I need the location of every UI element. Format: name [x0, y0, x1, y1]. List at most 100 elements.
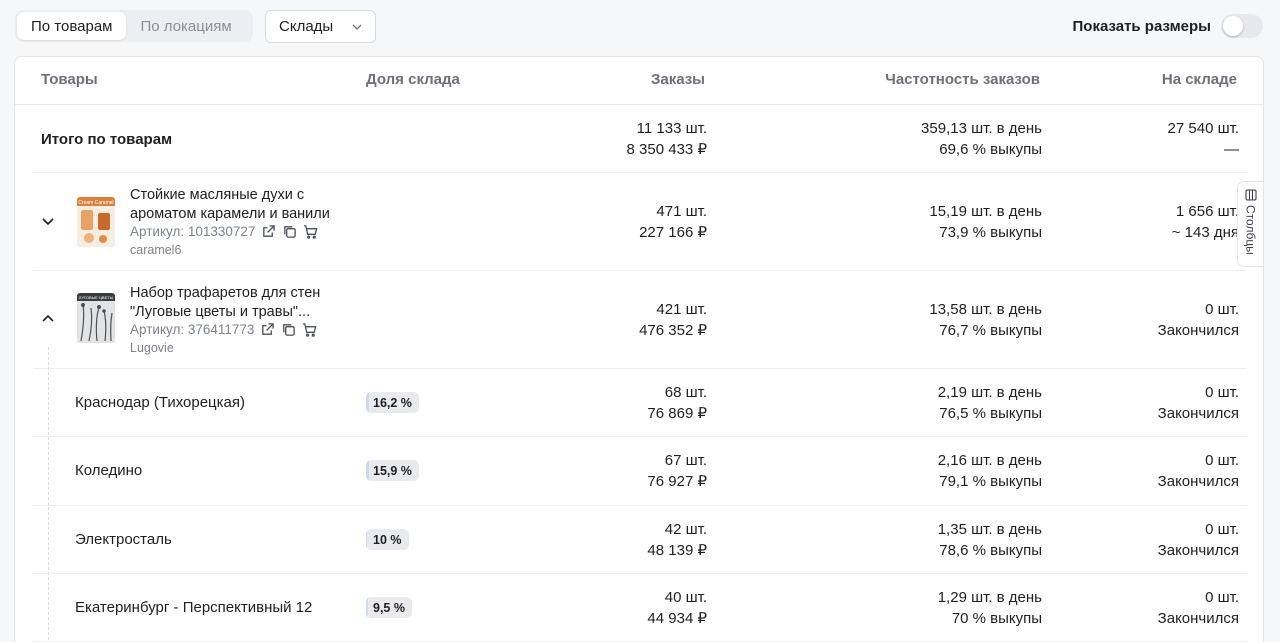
- orders-sum: 76 869 ₽: [647, 405, 707, 422]
- header-orders[interactable]: Заказы: [650, 71, 705, 88]
- toggle-knob: [1223, 16, 1243, 36]
- warehouse-orders: 68 шт. 76 869 ₽: [647, 382, 707, 424]
- buyout-value: 76,5 % выкупы: [939, 405, 1042, 422]
- orders-qty: 421 шт.: [656, 301, 707, 318]
- products-table-card: Товары Доля склада Заказы Частотность за…: [14, 56, 1264, 642]
- cart-icon[interactable]: [303, 224, 318, 239]
- product-name-line1: Набор трафаретов для стен: [130, 285, 321, 301]
- warehouse-stock: 0 шт. Закончился: [1158, 587, 1239, 629]
- tree-guide-line: [48, 347, 49, 642]
- warehouse-row[interactable]: Коледино 15,9 % 67 шт. 76 927 ₽ 2,16 шт.…: [33, 437, 1247, 506]
- product-name-line2: ароматом карамели и ванили: [130, 206, 330, 222]
- stock-qty: 0 шт.: [1205, 521, 1239, 538]
- buyout-value: 73,9 % выкупы: [939, 224, 1042, 241]
- share-fill: [366, 392, 369, 413]
- warehouse-name: Коледино: [75, 462, 143, 479]
- copy-icon[interactable]: [282, 224, 297, 239]
- product-name[interactable]: Стойкие масляные духи с ароматом карамел…: [130, 186, 350, 224]
- show-sizes-control: Показать размеры: [1073, 14, 1263, 38]
- copy-icon[interactable]: [281, 322, 296, 337]
- product-stock: 1 656 шт. ~ 143 дня: [1172, 201, 1239, 243]
- warehouse-frequency: 2,16 шт. в день 79,1 % выкупы: [938, 450, 1042, 492]
- warehouse-orders: 67 шт. 76 927 ₽: [647, 450, 707, 492]
- columns-settings-tab[interactable]: Столбцы: [1237, 181, 1263, 267]
- header-frequency[interactable]: Частотность заказов: [885, 71, 1040, 88]
- warehouse-stock: 0 шт. Закончился: [1158, 450, 1239, 492]
- buyout-value: 78,6 % выкупы: [939, 542, 1042, 559]
- product-article: Артикул: 101330727: [130, 224, 256, 239]
- product-row[interactable]: ЛУГОВЫЕ ЦВЕТЫ Набор трафаретов для стен …: [33, 271, 1247, 369]
- total-row: Итого по товарам 11 133 шт. 8 350 433 ₽ …: [33, 105, 1247, 173]
- columns-icon: [1244, 189, 1257, 201]
- total-frequency: 359,13 шт. в день 69,6 % выкупы: [921, 118, 1042, 160]
- share-fill: [366, 529, 368, 550]
- warehouse-row[interactable]: Краснодар (Тихорецкая) 16,2 % 68 шт. 76 …: [33, 369, 1247, 437]
- total-stock-qty: 27 540 шт.: [1167, 120, 1239, 137]
- header-products[interactable]: Товары: [41, 71, 98, 88]
- share-value: 10 %: [373, 532, 402, 547]
- chevron-down-icon: [352, 24, 362, 30]
- orders-qty: 471 шт.: [656, 203, 707, 220]
- share-badge: 16,2 %: [366, 392, 419, 413]
- product-name-line1: Стойкие масляные духи с: [130, 187, 305, 203]
- orders-qty: 68 шт.: [664, 384, 707, 401]
- stock-days: Закончился: [1157, 542, 1239, 559]
- chevron-down-icon[interactable]: [41, 214, 55, 228]
- orders-sum: 76 927 ₽: [647, 473, 707, 490]
- warehouse-row[interactable]: Екатеринбург - Перспективный 12 9,5 % 40…: [33, 574, 1247, 642]
- total-stock-days: —: [1224, 141, 1239, 158]
- orders-qty: 42 шт.: [664, 521, 707, 538]
- tab-by-products[interactable]: По товарам: [17, 12, 127, 40]
- freq-value: 15,19 шт. в день: [929, 203, 1042, 220]
- warehouse-select-value: Склады: [279, 18, 334, 35]
- orders-sum: 48 139 ₽: [647, 542, 707, 559]
- show-sizes-toggle[interactable]: [1221, 14, 1263, 38]
- product-row[interactable]: Cream Caramel Стойкие масляные духи с ар…: [33, 173, 1247, 271]
- freq-value: 1,29 шт. в день: [937, 589, 1042, 606]
- share-fill: [366, 460, 369, 481]
- view-segmented-control: По товарам По локациям: [15, 10, 253, 42]
- warehouse-stock: 0 шт. Закончился: [1158, 519, 1239, 561]
- stock-days: Закончился: [1157, 405, 1239, 422]
- buyout-value: 79,1 % выкупы: [939, 473, 1042, 490]
- warehouse-name: Электросталь: [75, 531, 172, 548]
- warehouse-select[interactable]: Склады: [265, 10, 376, 43]
- columns-tab-label: Столбцы: [1243, 205, 1258, 255]
- table-header: Товары Доля склада Заказы Частотность за…: [15, 57, 1263, 105]
- external-link-icon[interactable]: [260, 322, 275, 337]
- total-buyout: 69,6 % выкупы: [939, 141, 1042, 158]
- product-name[interactable]: Набор трафаретов для стен "Луговые цветы…: [130, 284, 350, 322]
- share-badge: 10 %: [366, 529, 409, 550]
- total-orders: 11 133 шт. 8 350 433 ₽: [627, 118, 707, 160]
- freq-value: 2,16 шт. в день: [937, 452, 1042, 469]
- product-stock: 0 шт. Закончился: [1158, 299, 1239, 341]
- product-brand: Lugovie: [130, 341, 174, 355]
- warehouse-name: Краснодар (Тихорецкая): [75, 394, 246, 411]
- cart-icon[interactable]: [302, 322, 317, 337]
- thumb-text: Cream Caramel: [78, 200, 113, 206]
- stock-days: Закончился: [1157, 473, 1239, 490]
- warehouse-frequency: 2,19 шт. в день 76,5 % выкупы: [938, 382, 1042, 424]
- external-link-icon[interactable]: [261, 224, 276, 239]
- product-thumbnail[interactable]: ЛУГОВЫЕ ЦВЕТЫ: [77, 293, 115, 343]
- product-meta: Артикул: 101330727: [130, 224, 318, 239]
- stock-qty: 0 шт.: [1205, 589, 1239, 606]
- product-orders: 421 шт. 476 352 ₽: [639, 299, 707, 341]
- warehouse-row[interactable]: Электросталь 10 % 42 шт. 48 139 ₽ 1,35 ш…: [33, 506, 1247, 574]
- chevron-up-icon[interactable]: [41, 312, 55, 326]
- header-stock[interactable]: На складе: [1161, 71, 1237, 88]
- product-orders: 471 шт. 227 166 ₽: [639, 201, 707, 243]
- warehouse-frequency: 1,35 шт. в день 78,6 % выкупы: [938, 519, 1042, 561]
- product-meta: Артикул: 376411773: [130, 322, 317, 337]
- product-brand: caramel6: [130, 243, 182, 257]
- share-value: 16,2 %: [373, 395, 412, 410]
- share-value: 15,9 %: [373, 463, 412, 478]
- share-badge: 15,9 %: [366, 460, 419, 481]
- stock-days: ~ 143 дня: [1171, 224, 1239, 241]
- share-value: 9,5 %: [373, 600, 405, 615]
- stock-qty: 0 шт.: [1205, 452, 1239, 469]
- tab-by-locations[interactable]: По локациям: [140, 17, 232, 35]
- product-article: Артикул: 376411773: [130, 322, 255, 337]
- header-share[interactable]: Доля склада: [366, 71, 460, 88]
- product-thumbnail[interactable]: Cream Caramel: [77, 197, 115, 247]
